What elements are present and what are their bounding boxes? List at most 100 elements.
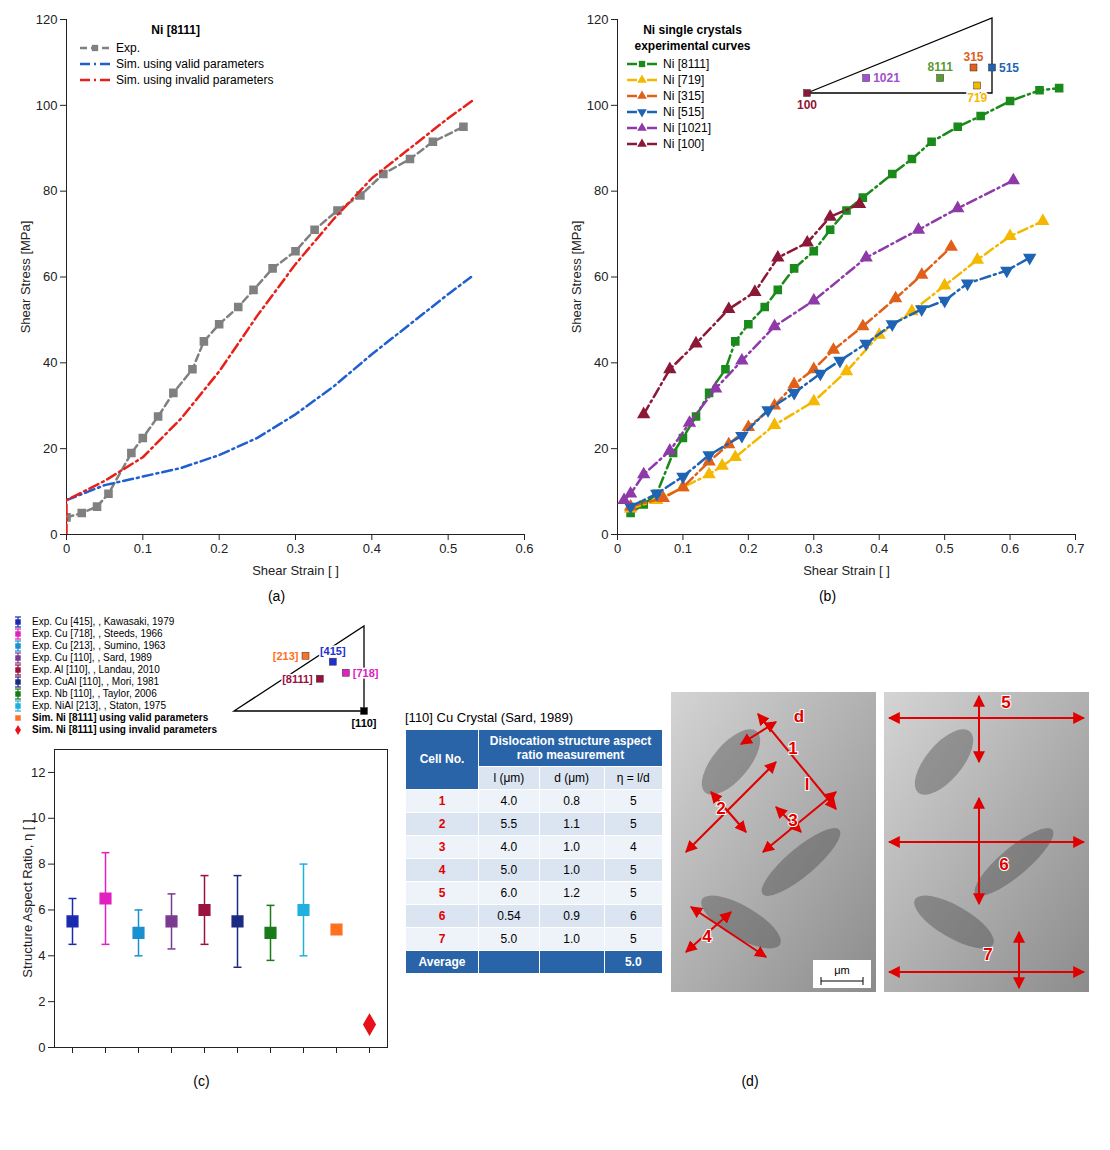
svg-text:10: 10 bbox=[31, 810, 46, 826]
svg-text:100: 100 bbox=[797, 98, 817, 112]
html-text:5.5: 5.5 bbox=[500, 816, 518, 831]
html-text:Ni single crystals experimenta: Ni single crystals experimental curves bbox=[634, 23, 751, 53]
svg-text:60: 60 bbox=[594, 269, 608, 284]
svg-text:3: 3 bbox=[788, 811, 797, 830]
html-text:Dislocation structure aspect r: Dislocation structure aspect ratio measu… bbox=[489, 733, 652, 762]
svg-text:80: 80 bbox=[43, 183, 57, 198]
html-text:Ni [719]: Ni [719] bbox=[663, 73, 705, 87]
html-text:0.8: 0.8 bbox=[563, 793, 580, 808]
svg-text:0: 0 bbox=[601, 527, 608, 542]
svg-text:6: 6 bbox=[38, 902, 45, 917]
svg-text:d: d bbox=[794, 707, 804, 726]
svg-text:Structure Aspect Ratio, η [ ]: Structure Aspect Ratio, η [ ] bbox=[20, 819, 35, 977]
html-text:1.2: 1.2 bbox=[563, 885, 580, 900]
html-text:(b): (b) bbox=[818, 588, 837, 604]
svg-text:μm: μm bbox=[834, 964, 850, 976]
svg-text:[110]: [110] bbox=[351, 717, 376, 729]
html-text:Ni [515]: Ni [515] bbox=[663, 105, 705, 119]
svg-text:[718]: [718] bbox=[353, 667, 379, 679]
html-text:Exp. Cu [415], , Kawasaki, 197: Exp. Cu [415], , Kawasaki, 1979 bbox=[32, 616, 175, 627]
svg-text:0.2: 0.2 bbox=[210, 541, 228, 556]
html-text:Ni [8111]: Ni [8111] bbox=[663, 57, 710, 71]
html-text:6.0: 6.0 bbox=[500, 885, 518, 900]
html-text:Average: Average bbox=[418, 954, 466, 969]
svg-text:0.6: 0.6 bbox=[1001, 541, 1019, 556]
svg-text:100: 100 bbox=[36, 97, 58, 112]
svg-text:60: 60 bbox=[43, 269, 57, 284]
html-text:Sim. using invalid parameters: Sim. using invalid parameters bbox=[116, 73, 274, 87]
html-text:Sim. using valid parameters: Sim. using valid parameters bbox=[116, 57, 265, 71]
svg-text:0.4: 0.4 bbox=[363, 541, 381, 556]
html-text:0.54: 0.54 bbox=[497, 908, 521, 923]
svg-text:2: 2 bbox=[716, 799, 725, 818]
svg-text:0: 0 bbox=[50, 527, 57, 542]
html-text:Ni [100]: Ni [100] bbox=[663, 137, 705, 151]
svg-text:0: 0 bbox=[614, 541, 621, 556]
html-text:5.0: 5.0 bbox=[500, 862, 518, 877]
html-text:5.0: 5.0 bbox=[624, 954, 642, 969]
svg-text:120: 120 bbox=[36, 12, 58, 27]
svg-text:0.5: 0.5 bbox=[936, 541, 954, 556]
svg-text:0.3: 0.3 bbox=[286, 541, 304, 556]
svg-text:0.1: 0.1 bbox=[134, 541, 152, 556]
html-text:[110] Cu Crystal (Sard, 1989): [110] Cu Crystal (Sard, 1989) bbox=[405, 709, 574, 725]
svg-text:515: 515 bbox=[999, 61, 1019, 75]
html-text:1.1: 1.1 bbox=[563, 816, 580, 831]
html-text:η = l/d: η = l/d bbox=[616, 770, 650, 785]
svg-text:7: 7 bbox=[983, 945, 992, 964]
html-text:d (μm): d (μm) bbox=[554, 770, 590, 785]
html-text:Exp.: Exp. bbox=[116, 41, 140, 55]
svg-text:1021: 1021 bbox=[873, 71, 900, 85]
svg-text:l: l bbox=[805, 775, 810, 794]
svg-text:4: 4 bbox=[702, 927, 712, 946]
svg-text:0: 0 bbox=[63, 541, 70, 556]
svg-text:120: 120 bbox=[587, 12, 609, 27]
svg-text:0.1: 0.1 bbox=[674, 541, 692, 556]
svg-text:Shear Stress [MPa]: Shear Stress [MPa] bbox=[569, 221, 584, 334]
html-text:(c): (c) bbox=[193, 1073, 210, 1089]
svg-text:80: 80 bbox=[594, 183, 608, 198]
svg-text:Shear Strain [ ]: Shear Strain [ ] bbox=[803, 563, 890, 578]
html-text:Ni [315]: Ni [315] bbox=[663, 89, 705, 103]
html-text:0.9: 0.9 bbox=[563, 908, 580, 923]
svg-text:1: 1 bbox=[788, 739, 797, 758]
svg-text:0.2: 0.2 bbox=[739, 541, 757, 556]
svg-text:6: 6 bbox=[999, 855, 1008, 874]
html-text:Ni [1021]: Ni [1021] bbox=[663, 121, 711, 135]
svg-text:20: 20 bbox=[43, 441, 57, 456]
svg-text:5: 5 bbox=[1001, 693, 1010, 712]
html-text:1.0: 1.0 bbox=[563, 839, 580, 854]
html-text:Ni [8111]: Ni [8111] bbox=[151, 23, 200, 37]
svg-text:20: 20 bbox=[594, 441, 608, 456]
html-text:4.0: 4.0 bbox=[500, 793, 518, 808]
svg-text:[415]: [415] bbox=[320, 645, 346, 657]
html-text:(d): (d) bbox=[741, 1073, 759, 1089]
svg-text:0.6: 0.6 bbox=[515, 541, 533, 556]
svg-text:8111: 8111 bbox=[927, 60, 953, 74]
svg-text:719: 719 bbox=[967, 91, 987, 105]
html-text:Cell No.: Cell No. bbox=[419, 752, 465, 766]
svg-text:4: 4 bbox=[38, 948, 45, 963]
svg-text:2: 2 bbox=[38, 994, 45, 1009]
svg-text:12: 12 bbox=[31, 765, 45, 780]
svg-text:0.3: 0.3 bbox=[805, 541, 823, 556]
svg-text:100: 100 bbox=[587, 97, 609, 112]
svg-text:40: 40 bbox=[43, 355, 57, 370]
html-text:5.0: 5.0 bbox=[500, 931, 518, 946]
svg-text:[8111]: [8111] bbox=[282, 673, 313, 685]
svg-text:0: 0 bbox=[38, 1040, 45, 1055]
svg-text:315: 315 bbox=[963, 50, 983, 64]
svg-text:8: 8 bbox=[38, 856, 45, 871]
svg-text:Shear Stress [MPa]: Shear Stress [MPa] bbox=[18, 221, 33, 334]
html-text:4.0: 4.0 bbox=[500, 839, 518, 854]
svg-text:[213]: [213] bbox=[273, 650, 299, 662]
svg-text:40: 40 bbox=[594, 355, 608, 370]
html-text:1.0: 1.0 bbox=[563, 862, 580, 877]
html-text:l (μm): l (μm) bbox=[493, 770, 525, 785]
svg-text:0.7: 0.7 bbox=[1066, 541, 1084, 556]
html-text:(a): (a) bbox=[267, 588, 286, 604]
svg-text:0.5: 0.5 bbox=[439, 541, 457, 556]
html-text:1.0: 1.0 bbox=[563, 931, 580, 946]
svg-text:0.4: 0.4 bbox=[870, 541, 888, 556]
svg-text:Shear Strain [ ]: Shear Strain [ ] bbox=[252, 563, 339, 578]
